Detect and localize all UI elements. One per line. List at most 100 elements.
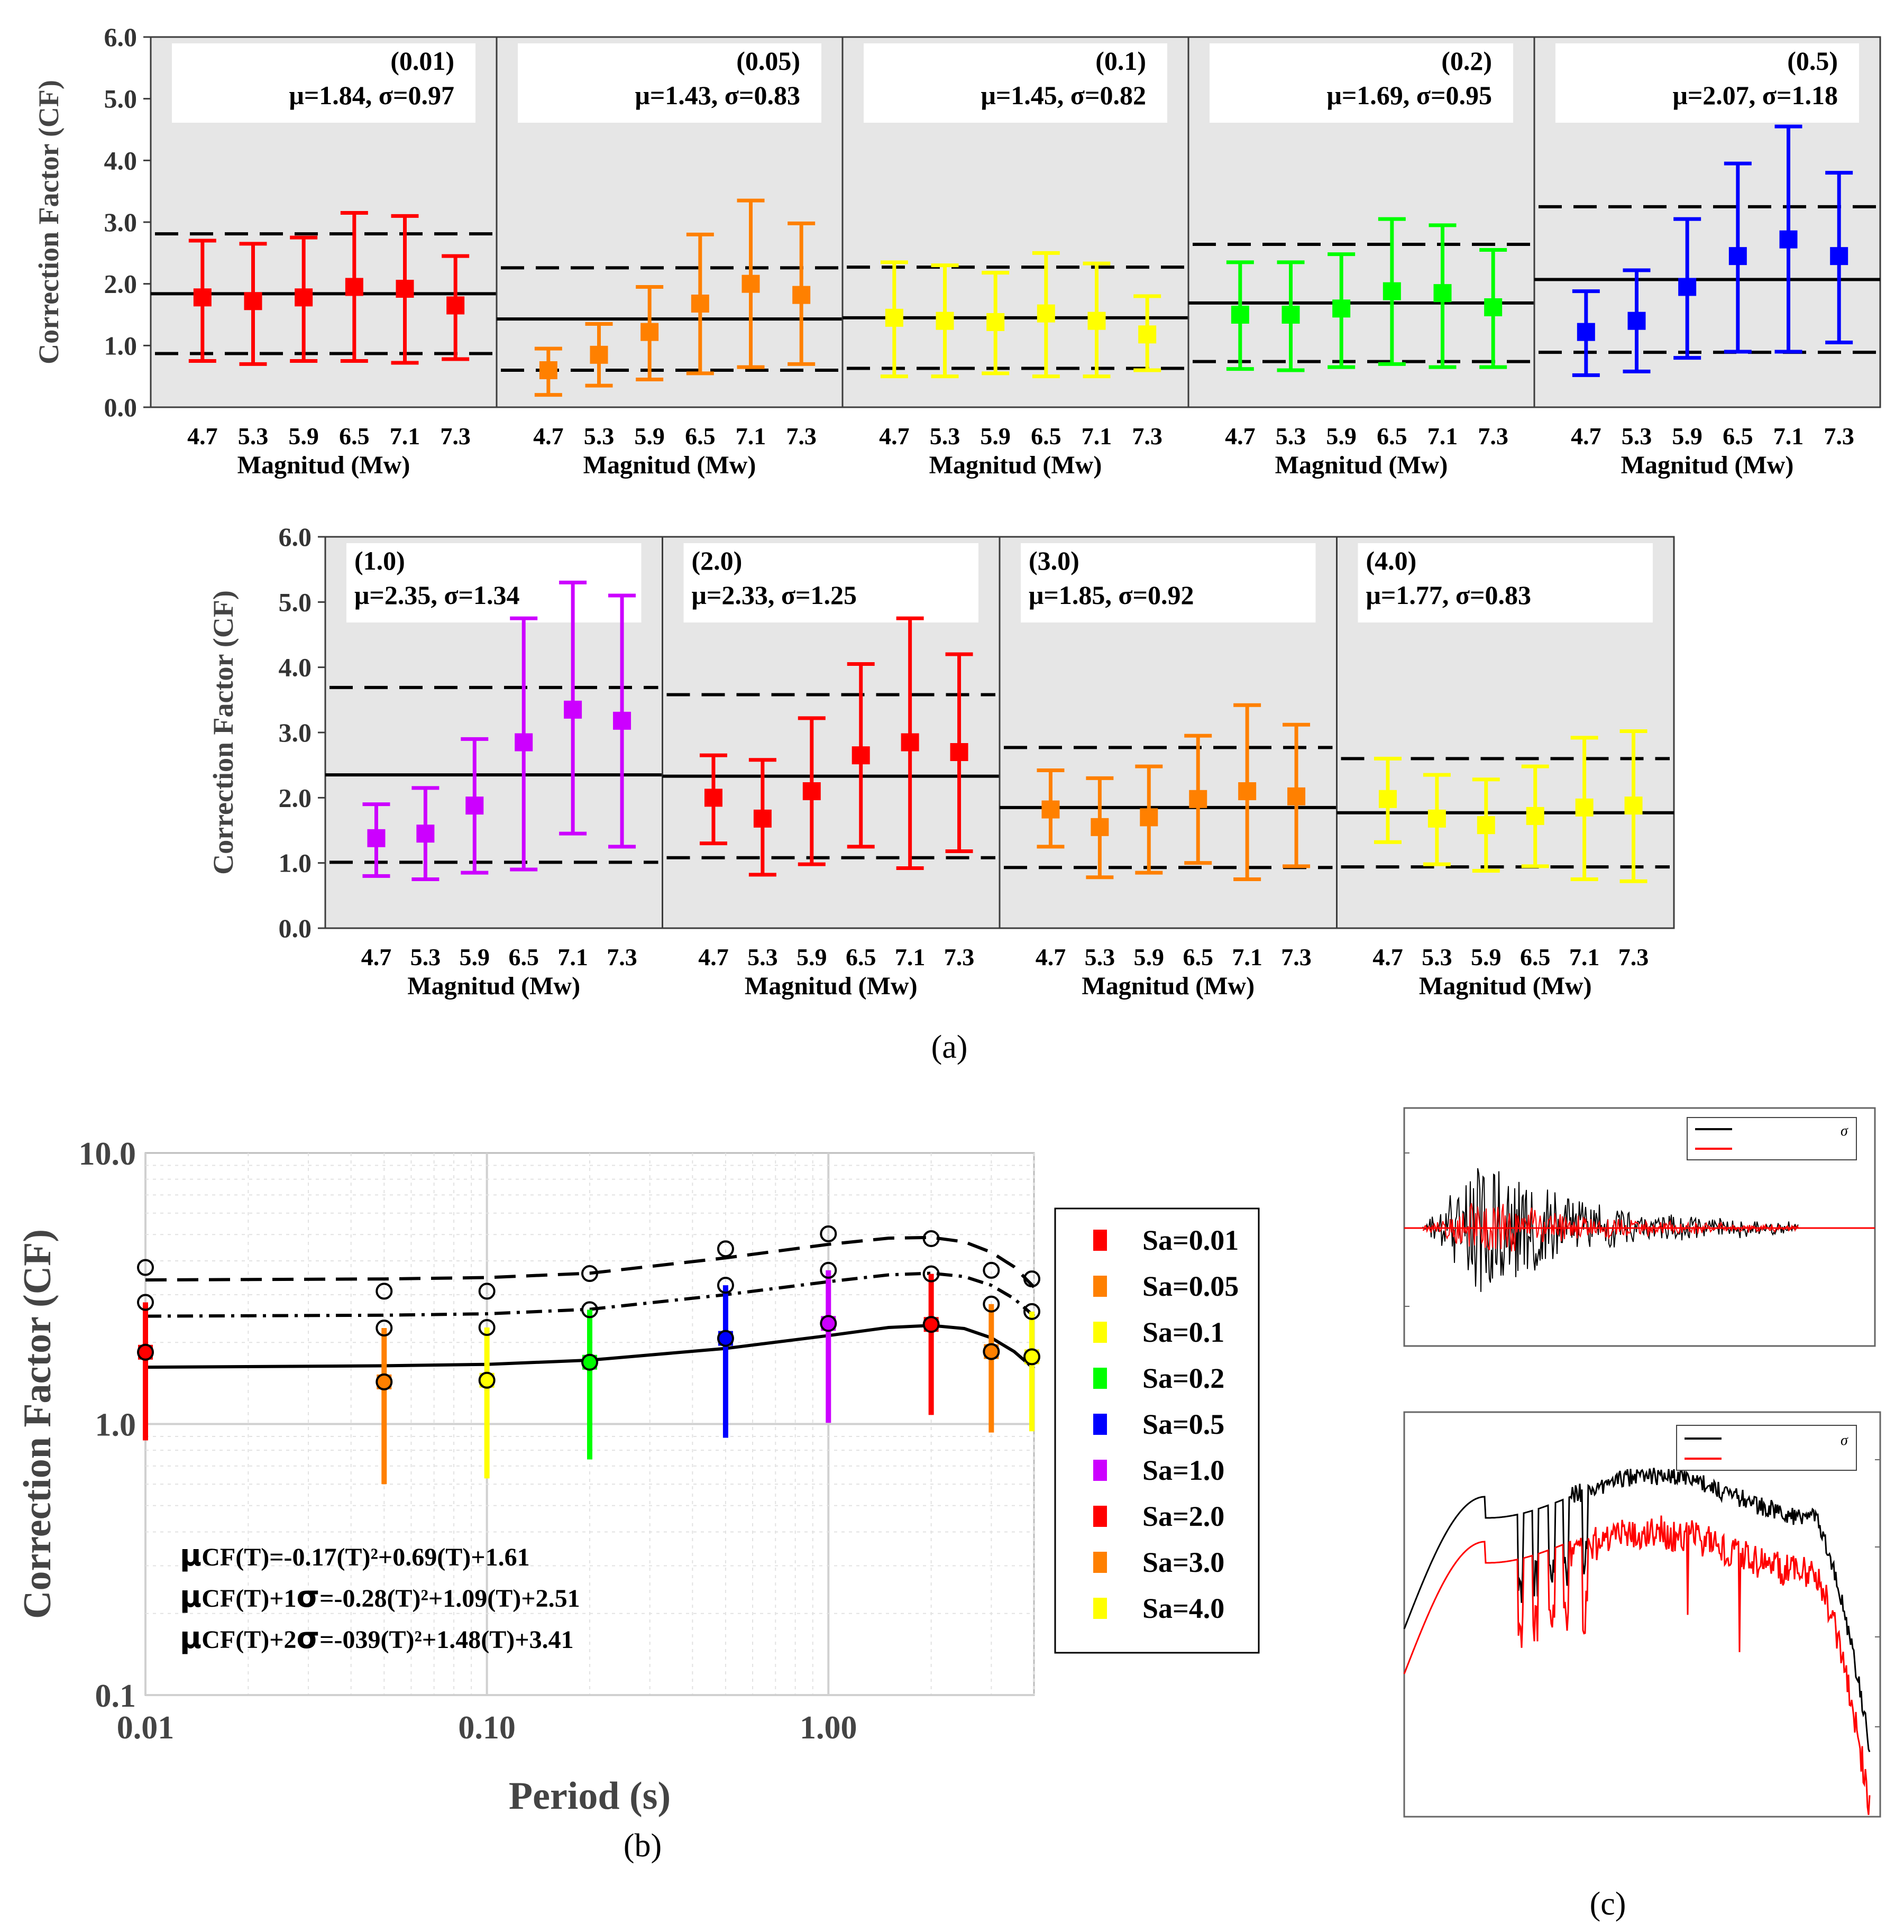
label-b: (b) — [624, 1828, 662, 1864]
data-point — [1091, 818, 1109, 836]
period-label: (0.1) — [1095, 46, 1146, 76]
stats-box — [683, 543, 978, 622]
x-tick-label: 7.3 — [440, 423, 471, 450]
equation: μCF(T)+1σ=-0.28(T)²+1.09(T)+2.51 — [180, 1580, 580, 1614]
label-c: (c) — [1590, 1886, 1626, 1922]
data-point — [901, 733, 919, 752]
x-tick-label: 6.5 — [846, 944, 876, 970]
x-axis-label: Magnitud (Mw) — [1275, 451, 1448, 479]
x-tick-label: 7.3 — [1618, 944, 1649, 970]
x-tick-label: 7.1 — [390, 423, 420, 450]
x-tick-label: 7.1 — [1232, 944, 1262, 970]
legend-swatch — [1093, 1506, 1107, 1527]
data-point — [852, 746, 870, 765]
data-point — [1138, 325, 1157, 344]
x-tick-label: 5.9 — [980, 423, 1011, 450]
chart-b: 0.01 0.10 1.00 0.1 1.0 10.0 Period (s) Correcti… — [16, 1136, 1260, 1818]
equation: μCF(T)=-0.17(T)²+0.69(T)+1.61 — [180, 1539, 530, 1573]
x-tick-label: 5.9 — [460, 944, 490, 970]
data-point — [1484, 298, 1503, 316]
x-tick-label: 4.7 — [1036, 944, 1066, 970]
y-tick-label: 6.0 — [279, 522, 312, 552]
equation-symbol: σ — [297, 1621, 320, 1655]
x-tick-label: 5.3 — [584, 423, 615, 450]
data-point — [1087, 312, 1106, 330]
y-axis-label: Correction Factor (CF) — [16, 1229, 59, 1619]
x-axis-label: Magnitud (Mw) — [583, 451, 756, 479]
y-tick-label: 0.0 — [104, 392, 138, 422]
stats-box — [346, 543, 642, 622]
x-axis-label: Magnitud (Mw) — [929, 451, 1102, 479]
data-point — [367, 829, 386, 847]
x-tick-label: 5.9 — [797, 944, 827, 970]
equation-symbol: μ — [180, 1621, 202, 1655]
spectrum-black — [1403, 1466, 1871, 1752]
data-point — [802, 782, 821, 800]
mean-circle — [376, 1373, 393, 1390]
legend-label: Sa=0.5 — [1142, 1408, 1224, 1440]
x-tick-label: 5.3 — [410, 944, 441, 970]
legend-box — [1687, 1117, 1857, 1160]
x-axis-label: Magnitud (Mw) — [745, 972, 918, 1000]
x-tick-label: 7.1 — [1427, 423, 1458, 450]
y-tick-label: 3.0 — [279, 718, 312, 747]
legend-box — [1676, 1425, 1857, 1471]
x-tick-label: 7.3 — [1281, 944, 1312, 970]
data-point — [1332, 299, 1351, 318]
stats-label: μ=1.84, σ=0.97 — [289, 80, 454, 110]
legend-label: Sa=0.1 — [1142, 1316, 1224, 1348]
stats-box — [1555, 43, 1859, 123]
x-tick-label: 5.3 — [1422, 944, 1452, 970]
data-point — [465, 796, 484, 815]
legend-label: Sa=0.01 — [1142, 1224, 1239, 1256]
period-label: (1.0) — [354, 546, 405, 575]
x-axis-label: Magnitud (Mw) — [1419, 972, 1592, 1000]
plus1sigma-circle — [820, 1261, 837, 1279]
y-tick-label: 5.0 — [104, 84, 138, 114]
plus1sigma-circle — [717, 1277, 734, 1294]
x-tick-label: 7.1 — [1082, 423, 1112, 450]
legend-swatch — [1093, 1552, 1107, 1573]
data-point — [1627, 312, 1646, 330]
x-tick-label: 7.1 — [557, 944, 588, 970]
stats-label: μ=1.45, σ=0.82 — [981, 80, 1146, 110]
data-point — [193, 288, 212, 307]
plus2sigma-circle — [478, 1283, 496, 1300]
spectrum-frame — [1403, 1411, 1881, 1818]
data-point — [446, 296, 465, 315]
curve-mean — [145, 1324, 1035, 1370]
data-point — [345, 278, 363, 296]
x-tick-label: 6.5 — [1031, 423, 1061, 450]
plus1sigma-circle — [478, 1319, 496, 1336]
data-point — [295, 288, 313, 307]
x-tick-label: 6.5 — [508, 944, 539, 970]
x-tick-label: 0.10 — [458, 1710, 516, 1746]
x-tick-label: 6.5 — [1520, 944, 1551, 970]
equation-text: CF(T)+1 — [202, 1585, 296, 1613]
x-tick-label: 7.3 — [607, 944, 637, 970]
x-tick-label: 5.9 — [288, 423, 319, 450]
x-tick-label: 1.00 — [800, 1710, 857, 1746]
legend-swatch — [1093, 1460, 1107, 1481]
x-axis-label: Period (s) — [509, 1774, 671, 1818]
y-tick-label: 0.0 — [279, 913, 312, 943]
plus1sigma-circle — [983, 1295, 1000, 1313]
period-label: (0.01) — [390, 46, 454, 76]
period-label: (4.0) — [1366, 546, 1417, 575]
stats-box — [1021, 543, 1316, 622]
x-tick-label: 6.5 — [1183, 944, 1213, 970]
data-point — [1779, 230, 1798, 249]
y-tick-label: 2.0 — [104, 269, 138, 299]
equation-symbol: μ — [180, 1580, 202, 1614]
y-tick-label: 3.0 — [104, 207, 138, 237]
x-tick-label: 4.7 — [1372, 944, 1403, 970]
data-point — [704, 789, 722, 807]
x-tick-label: 6.5 — [685, 423, 716, 450]
mean-circle — [820, 1315, 837, 1332]
x-tick-label: 7.1 — [736, 423, 766, 450]
legend-sigma: σ — [1841, 1123, 1848, 1139]
chart-a: 0.0 1.0 2.0 3.0 4.0 5.0 6.0 Correction Factor (… — [33, 22, 1881, 1000]
data-point — [590, 345, 608, 364]
legend-swatch — [1093, 1230, 1107, 1251]
data-point — [564, 700, 582, 719]
